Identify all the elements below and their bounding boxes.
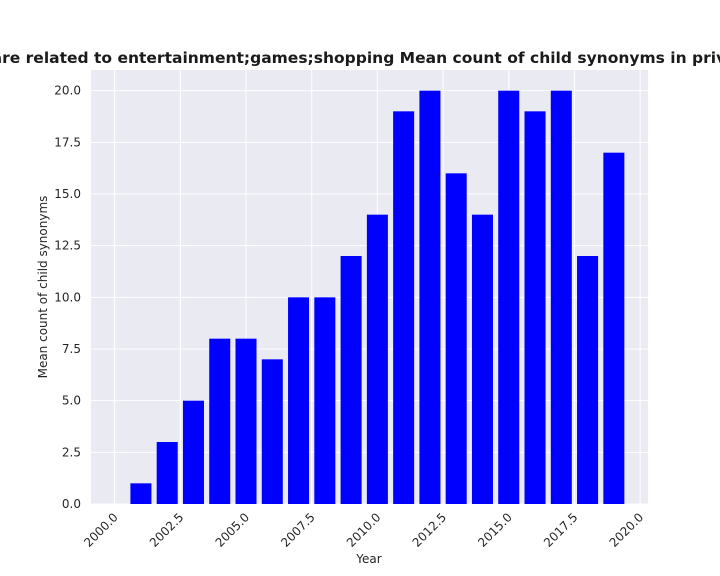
bar-2013 xyxy=(445,173,467,505)
bar-2009 xyxy=(340,256,362,504)
bar-2011 xyxy=(393,111,415,504)
x-tick-label: 2015.0 xyxy=(475,510,515,550)
y-tick-label: 0.0 xyxy=(62,497,81,511)
y-tick-label: 15.0 xyxy=(54,187,81,201)
x-tick-label: 2005.0 xyxy=(213,510,253,550)
y-tick-labels: 0.0 2.5 5.0 7.5 10.0 12.5 15.0 17.5 20.0 xyxy=(54,84,81,511)
bar-2005 xyxy=(235,338,257,504)
x-tick-label: 2000.0 xyxy=(81,510,121,550)
x-tick-label: 2017.5 xyxy=(541,510,581,550)
x-tick-labels: 2000.0 2002.5 2005.0 2007.5 2010.0 2012.5 2015… xyxy=(81,510,646,550)
y-tick-label: 7.5 xyxy=(62,342,81,356)
chart-title: Categories are related to entertainment;… xyxy=(0,49,720,67)
bar-2001 xyxy=(130,483,152,504)
bars xyxy=(130,90,625,505)
bar-2019 xyxy=(603,152,625,504)
x-tick-label: 2010.0 xyxy=(344,510,384,550)
x-tick-label: 2020.0 xyxy=(607,510,647,550)
x-tick-label: 2012.5 xyxy=(410,510,450,550)
bar-2017 xyxy=(550,90,572,505)
y-tick-label: 12.5 xyxy=(54,239,81,253)
y-tick-label: 17.5 xyxy=(54,135,81,149)
bar-2016 xyxy=(524,111,546,504)
bar-2004 xyxy=(209,338,231,504)
y-axis-label: Mean count of child synonyms xyxy=(36,196,50,379)
bar-2003 xyxy=(182,400,204,504)
bar-2014 xyxy=(471,214,493,504)
bar-2002 xyxy=(156,442,178,504)
x-tick-label: 2002.5 xyxy=(147,510,187,550)
x-axis-label: Year xyxy=(355,552,381,566)
bar-2007 xyxy=(288,297,310,504)
y-tick-label: 20.0 xyxy=(54,84,81,98)
y-tick-label: 2.5 xyxy=(62,445,81,459)
bar-2015 xyxy=(498,90,520,505)
bar-2008 xyxy=(314,297,336,504)
bar-2012 xyxy=(419,90,441,505)
x-tick-label: 2007.5 xyxy=(278,510,318,550)
y-tick-label: 5.0 xyxy=(62,394,81,408)
bar-2010 xyxy=(366,214,388,504)
bar-2006 xyxy=(261,359,283,504)
y-tick-label: 10.0 xyxy=(54,290,81,304)
bar-2018 xyxy=(577,256,599,504)
